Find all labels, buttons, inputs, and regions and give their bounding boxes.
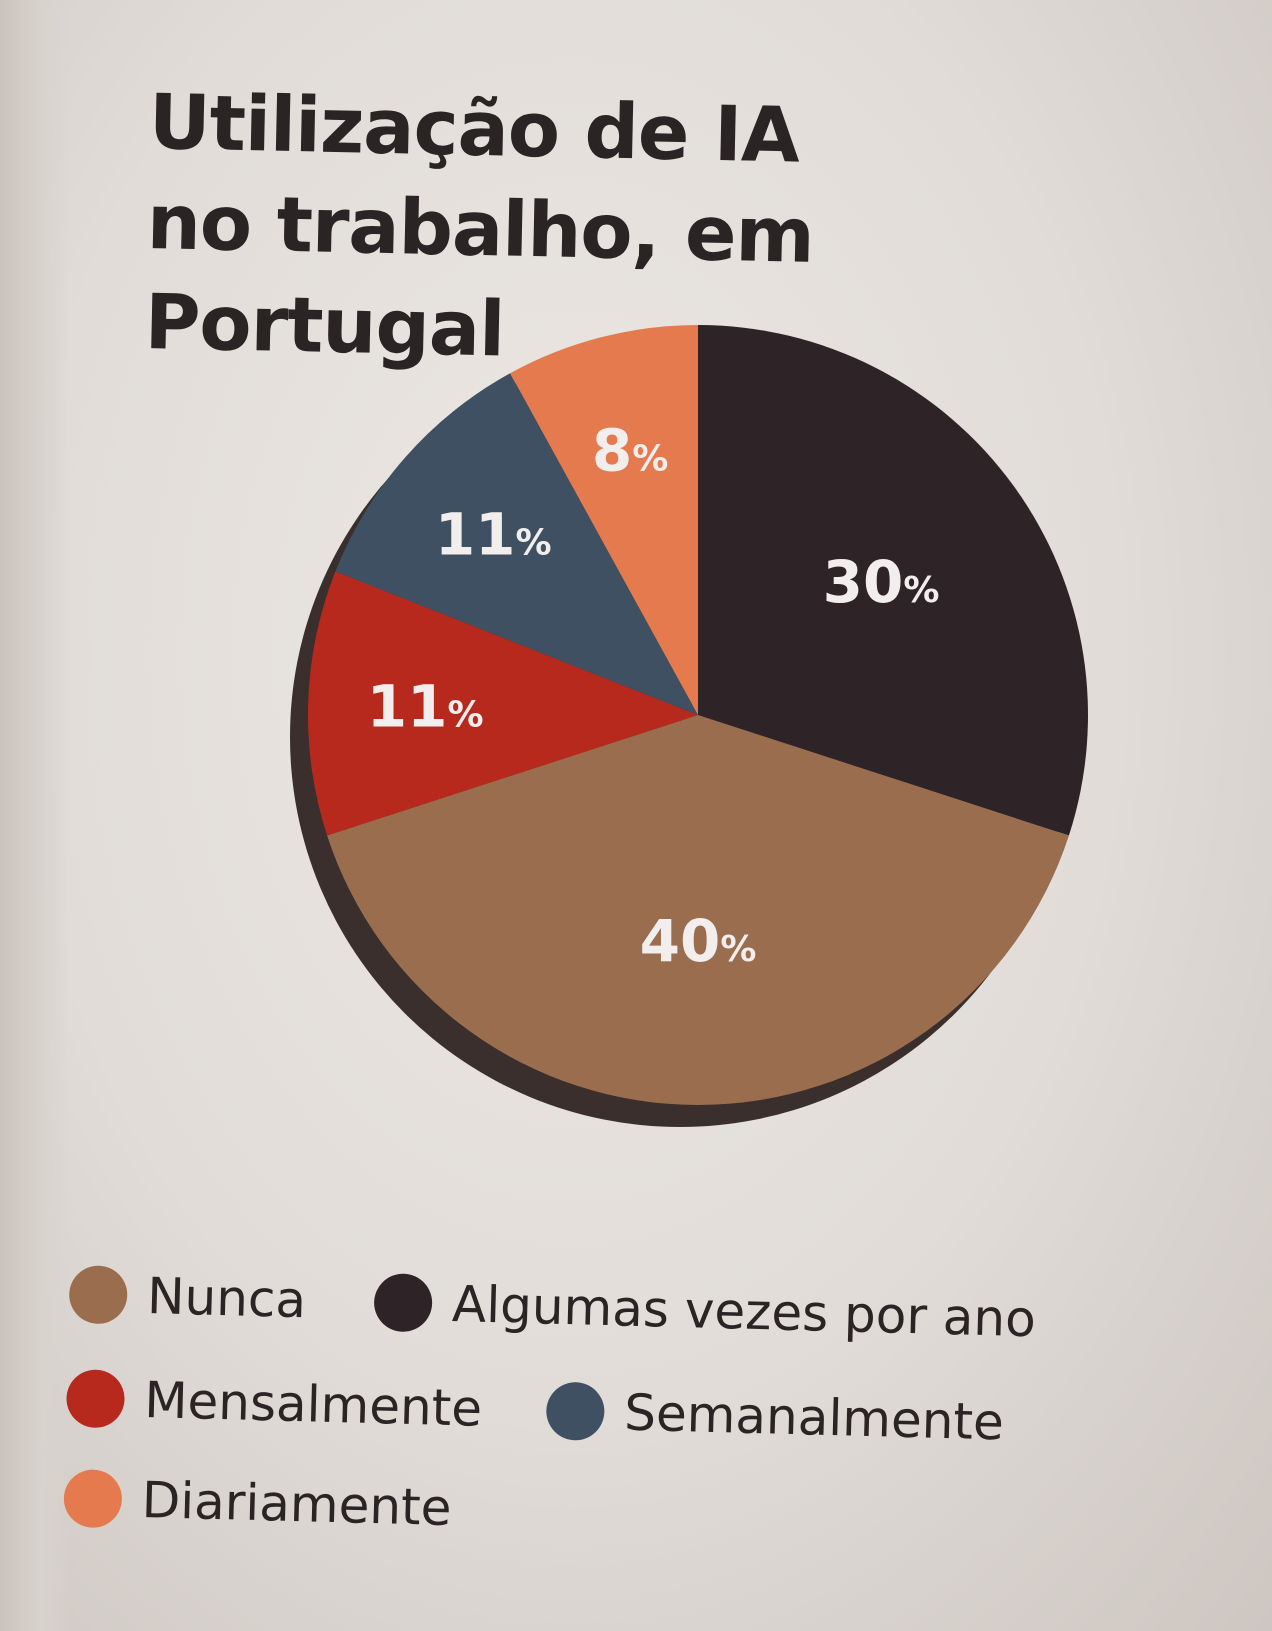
legend-swatch xyxy=(545,1381,606,1442)
legend-item-semanalmente: Semanalmente xyxy=(545,1381,1005,1452)
legend-swatch xyxy=(68,1265,128,1325)
pie-slice-nunca xyxy=(327,715,1069,1106)
pie-slice-labels: 30% 40% 11% 11% 8% xyxy=(367,417,940,976)
pie-slice-value-label: 30% xyxy=(823,548,940,616)
chart-legend: Nunca Algumas vezes por ano Mensalmente … xyxy=(62,1265,1219,1595)
pie-slice-value-label: 11% xyxy=(435,500,552,568)
pie-slice-diariamente xyxy=(510,325,698,715)
pie-slices xyxy=(307,325,1088,1106)
legend-item-mensalmente: Mensalmente xyxy=(65,1368,483,1438)
page-fold-shadow xyxy=(0,0,70,1631)
pie-slice-mensalmente xyxy=(307,571,698,836)
legend-label: Mensalmente xyxy=(143,1371,483,1438)
legend-item-diariamente: Diariamente xyxy=(63,1468,453,1538)
legend-item-nunca: Nunca xyxy=(68,1265,307,1330)
legend-swatch xyxy=(373,1272,433,1333)
pie-slice-semanalmente xyxy=(335,373,698,715)
legend-label: Nunca xyxy=(146,1267,307,1330)
pie-slice-value-label: 11% xyxy=(367,672,484,740)
legend-label: Diariamente xyxy=(141,1470,453,1538)
pie-slice-algumas-vezes-por-ano xyxy=(698,325,1088,836)
legend-label: Semanalmente xyxy=(623,1383,1005,1452)
legend-swatch xyxy=(63,1468,123,1529)
pie-slice-value-label: 40% xyxy=(640,907,757,975)
pie-slice-value-label: 8% xyxy=(592,417,668,485)
legend-swatch xyxy=(65,1368,126,1429)
